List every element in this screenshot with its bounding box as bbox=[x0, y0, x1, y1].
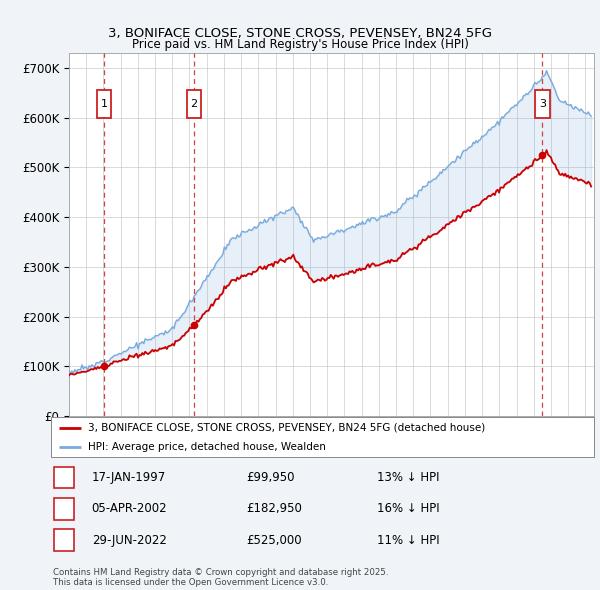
Text: HPI: Average price, detached house, Wealden: HPI: Average price, detached house, Weal… bbox=[88, 442, 326, 452]
Text: 1: 1 bbox=[101, 99, 107, 109]
Text: Price paid vs. HM Land Registry's House Price Index (HPI): Price paid vs. HM Land Registry's House … bbox=[131, 38, 469, 51]
Text: 2: 2 bbox=[191, 99, 198, 109]
Text: 1: 1 bbox=[60, 471, 68, 484]
Text: £99,950: £99,950 bbox=[247, 471, 295, 484]
Text: 29-JUN-2022: 29-JUN-2022 bbox=[92, 533, 167, 546]
Text: 16% ↓ HPI: 16% ↓ HPI bbox=[377, 502, 439, 516]
Text: 3: 3 bbox=[539, 99, 545, 109]
Text: Contains HM Land Registry data © Crown copyright and database right 2025.
This d: Contains HM Land Registry data © Crown c… bbox=[53, 568, 388, 587]
Text: £182,950: £182,950 bbox=[247, 502, 302, 516]
FancyBboxPatch shape bbox=[54, 467, 74, 489]
Text: 11% ↓ HPI: 11% ↓ HPI bbox=[377, 533, 439, 546]
FancyBboxPatch shape bbox=[54, 498, 74, 520]
Text: 17-JAN-1997: 17-JAN-1997 bbox=[92, 471, 166, 484]
Text: 3, BONIFACE CLOSE, STONE CROSS, PEVENSEY, BN24 5FG (detached house): 3, BONIFACE CLOSE, STONE CROSS, PEVENSEY… bbox=[88, 422, 485, 432]
Text: £525,000: £525,000 bbox=[247, 533, 302, 546]
Text: 2: 2 bbox=[60, 502, 68, 516]
Text: 05-APR-2002: 05-APR-2002 bbox=[92, 502, 167, 516]
Text: 3: 3 bbox=[61, 533, 68, 546]
FancyBboxPatch shape bbox=[97, 90, 112, 117]
FancyBboxPatch shape bbox=[187, 90, 202, 117]
FancyBboxPatch shape bbox=[535, 90, 550, 117]
Text: 13% ↓ HPI: 13% ↓ HPI bbox=[377, 471, 439, 484]
Text: 3, BONIFACE CLOSE, STONE CROSS, PEVENSEY, BN24 5FG: 3, BONIFACE CLOSE, STONE CROSS, PEVENSEY… bbox=[108, 27, 492, 40]
FancyBboxPatch shape bbox=[54, 529, 74, 550]
